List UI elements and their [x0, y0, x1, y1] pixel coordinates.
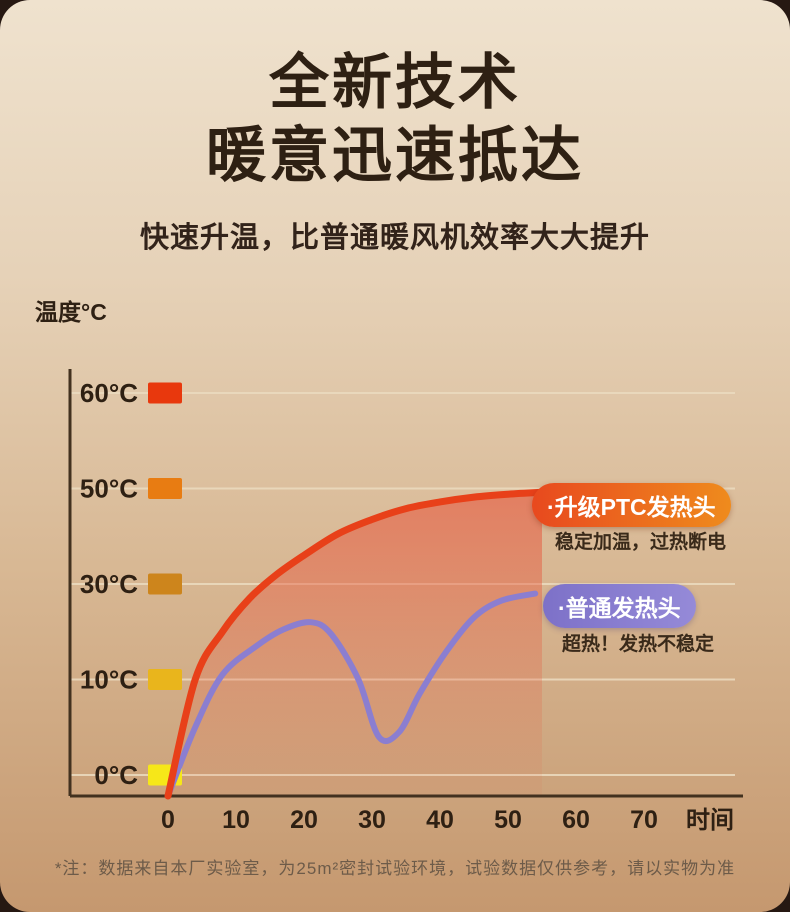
x-tick-label: 40 — [426, 806, 454, 834]
y-tick-label: 30°C — [80, 569, 138, 599]
x-tick-label: 20 — [290, 806, 318, 834]
y-tick-swatch — [148, 478, 182, 500]
y-axis-title: 温度°C — [35, 299, 107, 326]
y-tick-label: 10°C — [80, 665, 138, 695]
x-tick-label: 30 — [358, 806, 386, 834]
page-title: 全新技术 暖意迅速抵达 — [0, 46, 790, 192]
y-tick-label: 60°C — [80, 378, 138, 408]
y-tick-swatch — [148, 573, 182, 595]
title-line-2: 暖意迅速抵达 — [206, 122, 584, 190]
normal-curve — [165, 590, 539, 800]
ptc-area-fill — [168, 492, 542, 797]
x-tick-label: 0 — [161, 806, 175, 834]
ptc-curve — [164, 489, 546, 800]
chart-svg: 60°C 50°C 30°C 10°C 0°C 0 10 20 30 40 50 60 70 时间 — [68, 369, 743, 834]
temperature-chart: 温度°C 60°C 50°C 30°C 10°C 0°C 0 10 20 30 40 50 60 70 时… — [35, 299, 755, 836]
ptc-heater-badge: ·升级PTC发热头 — [532, 483, 731, 528]
normal-heater-caption: 超热！发热不稳定 — [562, 634, 715, 656]
y-tick-swatch — [148, 669, 182, 691]
x-tick-label: 10 — [222, 806, 250, 834]
x-tick-label: 70 — [630, 806, 658, 834]
y-tick-label: 0°C — [94, 760, 138, 790]
x-axis-title: 时间 — [686, 807, 734, 834]
subtitle: 快速升温，比普通暖风机效率大大提升 — [139, 222, 650, 255]
y-tick-label: 50°C — [80, 474, 138, 504]
ptc-heater-caption: 稳定加温，过热断电 — [555, 532, 727, 554]
footnote: *注：数据来自本厂实验室，为25m²密封试验环境，试验数据仅供参考，请以实物为准 — [54, 859, 736, 879]
x-tick-label: 60 — [562, 806, 590, 834]
y-tick-swatch — [148, 382, 182, 404]
title-line-1: 全新技术 — [269, 49, 521, 116]
normal-heater-badge: ·普通发热头 — [543, 584, 696, 629]
x-tick-label: 50 — [494, 806, 522, 834]
